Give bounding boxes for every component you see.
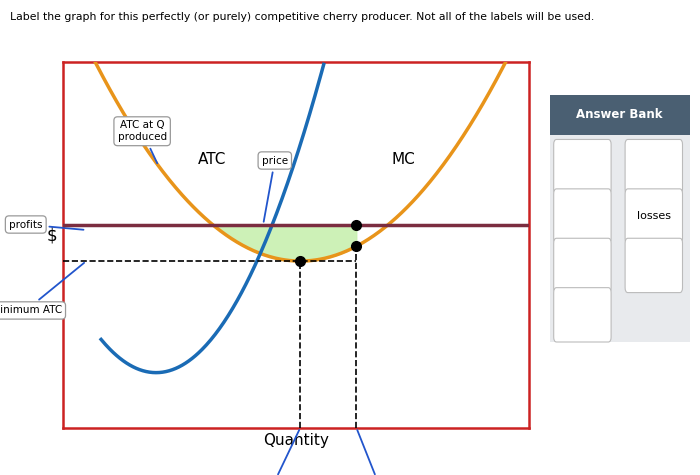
FancyBboxPatch shape xyxy=(625,238,682,293)
Text: profits: profits xyxy=(9,219,83,230)
Text: MC: MC xyxy=(391,152,415,167)
Text: Q at min ATC: Q at min ATC xyxy=(239,430,307,475)
Y-axis label: $: $ xyxy=(47,227,57,245)
FancyBboxPatch shape xyxy=(554,288,611,342)
Text: losses: losses xyxy=(637,211,671,221)
Text: minimum ATC: minimum ATC xyxy=(0,263,84,315)
FancyBboxPatch shape xyxy=(625,140,682,194)
Text: Answer Bank: Answer Bank xyxy=(576,108,663,121)
FancyBboxPatch shape xyxy=(554,189,611,243)
Bar xyxy=(550,95,690,134)
FancyBboxPatch shape xyxy=(554,238,611,293)
Text: ATC at Q
produced: ATC at Q produced xyxy=(118,121,167,163)
Text: Label the graph for this perfectly (or purely) competitive cherry producer. Not : Label the graph for this perfectly (or p… xyxy=(10,12,595,22)
X-axis label: Quantity: Quantity xyxy=(262,433,329,448)
FancyBboxPatch shape xyxy=(554,140,611,194)
FancyBboxPatch shape xyxy=(625,189,682,243)
Text: ATC: ATC xyxy=(198,152,226,167)
Text: price: price xyxy=(262,155,288,222)
Text: quantity produced: quantity produced xyxy=(332,430,428,475)
